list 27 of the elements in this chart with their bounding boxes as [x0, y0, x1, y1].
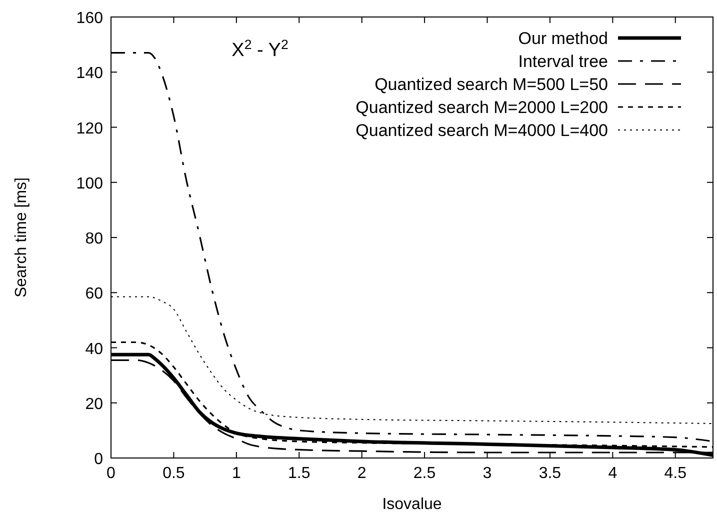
text: X$^{2}$ - Y$^{2}$ — [232, 36, 288, 61]
legend-label: Interval tree — [518, 52, 608, 71]
y-tick-label: 20 — [85, 396, 104, 413]
x-axis-title: Isovalue — [382, 496, 442, 513]
y-tick-label: 60 — [85, 286, 104, 303]
x-tick-label: 0 — [106, 465, 116, 482]
legend-label: Quantized search M=2000 L=200 — [356, 98, 608, 117]
y-tick-label: 140 — [76, 65, 104, 82]
legend-label: Quantized search M=500 L=50 — [374, 75, 608, 94]
x-tick-label: 0.5 — [162, 465, 185, 482]
x-tick-label: 4.5 — [664, 465, 687, 482]
x-tick-label: 2 — [357, 465, 366, 482]
y-tick-label: 80 — [85, 230, 104, 248]
y-tick-label: 120 — [76, 120, 104, 138]
x-tick-label: 1.5 — [288, 465, 310, 482]
x-tick-label: 2.5 — [413, 465, 436, 482]
x-tick-label: 3 — [482, 465, 492, 482]
legend-label: Our method — [518, 29, 608, 48]
x-tick-label: 4 — [608, 465, 618, 482]
y-tick-label: 40 — [85, 340, 104, 358]
x-tick-label: 1 — [232, 465, 241, 482]
y-tick-label: 160 — [76, 10, 104, 27]
y-tick-label: 0 — [94, 451, 104, 468]
y-tick-label: 100 — [76, 175, 104, 192]
legend-label: Quantized search M=4000 L=400 — [356, 121, 608, 140]
y-axis-title: Search time [ms] — [13, 177, 30, 298]
x-tick-label: 3.5 — [538, 465, 562, 482]
